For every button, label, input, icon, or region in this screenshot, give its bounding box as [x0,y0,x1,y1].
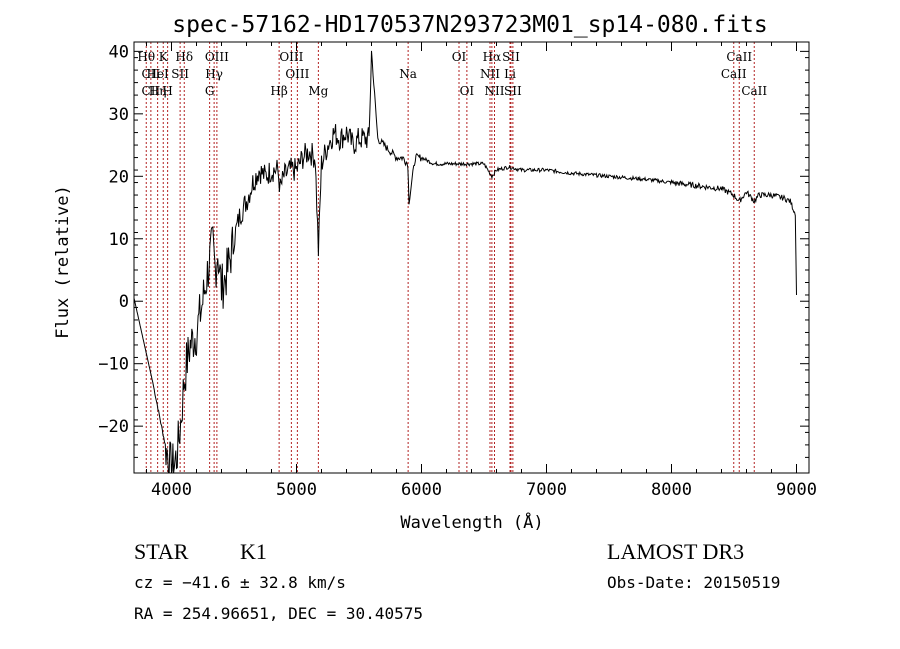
observation-date: Obs-Date: 20150519 [607,573,780,592]
spectral-line-label: K [159,50,169,64]
y-axis-label: Flux (relative) [53,185,73,339]
object-subclass: K1 [240,539,267,564]
x-tick-label: 9000 [776,480,817,500]
spectral-line-label: CaII [741,84,767,98]
spectral-line-label: CaII [726,50,752,64]
x-tick-label: 7000 [526,480,567,500]
x-tick-label: 5000 [276,480,317,500]
y-tick-label: 30 [109,105,129,125]
y-axis: 40 30 20 10 0 −10 −20 [98,42,809,458]
plot-frame [133,41,810,474]
x-tick-label: 8000 [651,480,692,500]
spectral-line-label: SII [171,67,189,81]
sky-coordinates: RA = 254.96651, DEC = 30.40575 [134,604,423,623]
spectral-line-label: OI [460,84,475,98]
y-tick-label: 40 [109,42,129,62]
x-tick-label: 6000 [401,480,442,500]
survey-name: LAMOST DR3 [607,539,744,564]
spectral-line-label: G [205,84,215,98]
spectral-line-label: NII [480,67,500,81]
spectral-line-label: Hδ [175,50,193,64]
series-layer [133,50,797,474]
spectral-line-label: Li [504,67,516,81]
x-axis-label: Wavelength (Å) [400,511,543,533]
spectral-line-label: SII [504,84,522,98]
spectral-line-label: CaII [721,67,747,81]
spectral-line-label: Hβ [270,84,287,98]
y-tick-label: −10 [98,355,129,375]
spectrum-series-line [133,50,797,474]
spectral-line-label: Hα [483,50,502,64]
spectral-line-label: OIII [279,50,303,64]
spectral-line-label: OIII [285,67,309,81]
spectral-line-label: Hγ [205,67,223,81]
spectral-line-label: OIII [205,50,229,64]
object-class: STAR [134,539,189,564]
redshift-velocity: cz = −41.6 ± 32.8 km/s [134,573,346,592]
spectral-line-label: Hη [149,84,167,98]
x-tick-label: 4000 [151,480,192,500]
y-tick-label: −20 [98,417,129,437]
spectral-line-label: NII [485,84,505,98]
chart-title: spec-57162-HD170537N293723M01_sp14-080.f… [172,12,767,38]
spectral-line-label: CII [142,84,161,98]
spectral-line-label: Mg [308,84,328,98]
spectral-line-label: OI [452,50,467,64]
spectral-line-label: HeI [146,67,169,81]
y-tick-label: 0 [119,292,129,312]
x-axis: 4000 5000 6000 7000 8000 9000 [146,42,817,500]
y-tick-label: 10 [109,230,129,250]
spectral-line-label: Hθ [137,50,155,64]
spectral-line-label: H [162,84,172,98]
y-tick-label: 20 [109,167,129,187]
spectral-line-label: SII [502,50,520,64]
spectral-line-label: Na [399,67,417,81]
spectral-line-label: CII [142,67,161,81]
